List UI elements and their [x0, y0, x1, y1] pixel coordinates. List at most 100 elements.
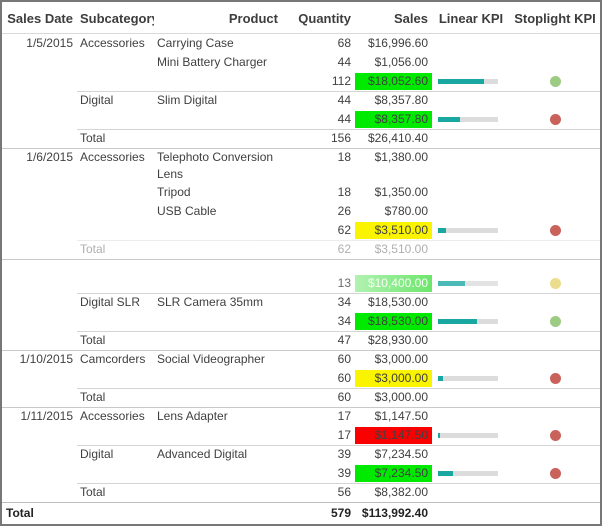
quantity-cell: 60 [337, 371, 351, 385]
table-row: Digital Advanced Digital 39 $7,234.50 [2, 445, 600, 464]
product-cell: USB Cable [157, 204, 217, 218]
product-cell [154, 221, 282, 240]
product-cell [154, 369, 282, 388]
product-cell: Telephoto Conversion Lens [157, 150, 274, 181]
product-cell: SLR Camera 35mm [157, 295, 264, 309]
linear-kpi-bar [438, 79, 498, 84]
sales-date-cell [2, 274, 77, 293]
quantity-cell: 60 [337, 352, 351, 366]
table-row: 112 $18,052.60 [2, 72, 600, 91]
quantity-cell: 56 [337, 485, 351, 499]
quantity-cell: 39 [337, 466, 351, 480]
linear-kpi-cell [432, 464, 510, 483]
linear-kpi-cell [432, 426, 510, 445]
linear-kpi-cell [432, 110, 510, 129]
sales-date-cell [2, 293, 77, 312]
col-header-stoplight-kpi: Stoplight KPI [514, 11, 596, 26]
linear-kpi-cell [432, 388, 510, 407]
quantity-cell: 62 [337, 242, 351, 256]
sales-date-cell: 1/11/2015 [20, 409, 74, 423]
quantity-cell: 60 [337, 390, 351, 404]
stoplight-kpi-cell [510, 274, 600, 293]
sales-date-cell [2, 388, 77, 407]
product-cell [154, 72, 282, 91]
stoplight-kpi-dot-icon [549, 278, 561, 289]
linear-kpi-cell [432, 445, 510, 464]
table-row: Digital SLR SLR Camera 35mm 34 $18,530.0… [2, 293, 600, 312]
subcategory-cell [77, 53, 154, 72]
sales-date-cell [2, 369, 77, 388]
stoplight-kpi-dot-icon [549, 430, 561, 441]
table-row: Mini Battery Charger 44 $1,056.00 [2, 53, 600, 72]
sales-date-cell [2, 202, 77, 221]
product-cell: Social Videographer [157, 352, 265, 366]
sales-cell: $1,380.00 [374, 150, 428, 164]
linear-kpi-cell [432, 502, 510, 524]
linear-kpi-bar [438, 319, 498, 324]
stoplight-kpi-cell [510, 259, 600, 274]
subcategory-cell [77, 221, 154, 240]
sales-date-cell [2, 221, 77, 240]
subcategory-cell [77, 274, 154, 293]
linear-kpi-bar [438, 471, 498, 476]
linear-kpi-cell [432, 369, 510, 388]
stoplight-kpi-dot-icon [549, 114, 561, 125]
subcategory-cell: Accessories [80, 36, 145, 50]
quantity-cell: 62 [337, 223, 351, 237]
subcategory-cell [77, 72, 154, 91]
sales-date-cell: Total [6, 506, 34, 520]
linear-kpi-cell [432, 350, 510, 369]
linear-kpi-cell [432, 129, 510, 148]
sales-date-cell [2, 240, 77, 259]
linear-kpi-cell [432, 483, 510, 502]
table-row: 17 $1,147.50 [2, 426, 600, 445]
stoplight-kpi-cell [510, 129, 600, 148]
sales-cell: $780.00 [384, 204, 428, 218]
linear-kpi-cell [432, 221, 510, 240]
quantity-cell: 44 [337, 93, 351, 107]
sales-cell: $7,234.50 [374, 447, 428, 461]
table-row: 60 $3,000.00 [2, 369, 600, 388]
stoplight-kpi-cell [510, 202, 600, 221]
product-cell [154, 312, 282, 331]
stoplight-kpi-cell [510, 483, 600, 502]
sales-date-cell [2, 129, 77, 148]
table-row: 44 $8,357.80 [2, 110, 600, 129]
sales-cell: $3,000.00 [374, 352, 428, 366]
col-header-linear-kpi: Linear KPI [438, 11, 504, 26]
sales-date-cell [2, 259, 77, 274]
table-row: Total 47 $28,930.00 [2, 331, 600, 350]
sales-cell: $18,530.00 [367, 295, 428, 309]
linear-kpi-bar [438, 117, 498, 122]
sales-cell: $8,357.80 [374, 93, 428, 107]
stoplight-kpi-cell [510, 221, 600, 240]
quantity-cell: 17 [337, 409, 351, 423]
sales-cell: $10,400.00 [355, 275, 432, 292]
sales-date-cell [2, 483, 77, 502]
table-row: 1/11/2015 Accessories Lens Adapter 17 $1… [2, 407, 600, 426]
col-header-quantity: Quantity [298, 11, 351, 26]
linear-kpi-cell [432, 148, 510, 183]
sales-cell: $26,410.40 [367, 131, 428, 145]
subcategory-cell: Total [80, 390, 106, 404]
linear-kpi-bar [438, 433, 498, 438]
quantity-cell: 39 [337, 447, 351, 461]
table-row: Total 156 $26,410.40 [2, 129, 600, 148]
quantity-cell: 579 [330, 506, 351, 520]
subcategory-cell [77, 426, 154, 445]
quantity-cell: 156 [330, 131, 351, 145]
stoplight-kpi-cell [510, 183, 600, 202]
stoplight-kpi-cell [510, 34, 600, 53]
table-row: 13 $10,400.00 [2, 274, 600, 293]
stoplight-kpi-dot-icon [549, 373, 561, 384]
quantity-cell: 18 [337, 185, 351, 199]
subcategory-cell: Digital [80, 93, 114, 107]
table-row: 1/6/2015 Accessories Telephoto Conversio… [2, 148, 600, 183]
stoplight-kpi-cell [510, 53, 600, 72]
product-cell [154, 274, 282, 293]
sales-date-cell [2, 464, 77, 483]
subcategory-cell: Digital [80, 447, 114, 461]
sales-date-cell [2, 110, 77, 129]
sales-cell: $28,930.00 [367, 333, 428, 347]
linear-kpi-fill [438, 471, 453, 476]
